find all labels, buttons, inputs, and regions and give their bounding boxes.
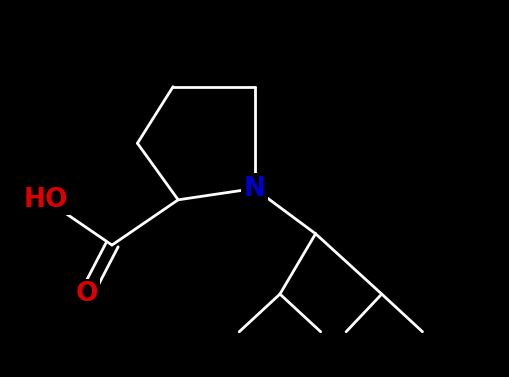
Text: O: O [75,281,98,307]
Text: N: N [243,176,266,201]
Text: HO: HO [23,187,68,213]
